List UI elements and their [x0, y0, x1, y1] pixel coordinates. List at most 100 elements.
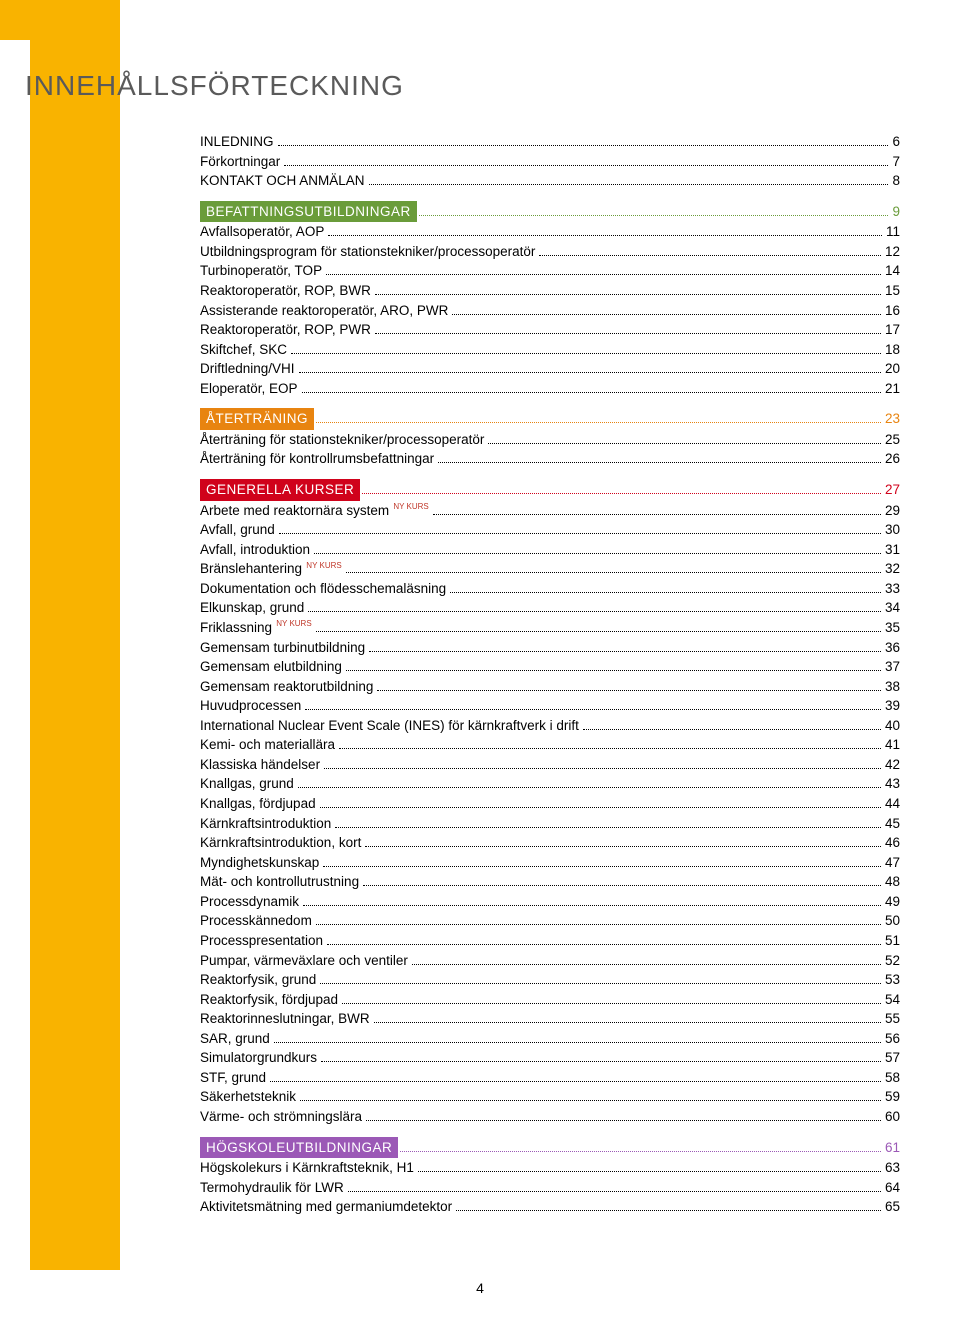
toc-page: 29	[885, 501, 900, 521]
leader-dots	[316, 631, 881, 632]
toc-label: Avfallsoperatör, AOP	[200, 222, 324, 242]
leader-dots	[302, 392, 881, 393]
toc-label: Reaktorfysik, fördjupad	[200, 990, 338, 1010]
toc-entry: Myndighetskunskap 47	[200, 853, 900, 873]
toc-label: Termohydraulik för LWR	[200, 1178, 344, 1198]
toc-entry: Friklassning NY KURS 35	[200, 618, 900, 638]
leader-dots	[308, 611, 881, 612]
toc-entry: Gemensam turbinutbildning 36	[200, 638, 900, 658]
leader-dots	[419, 215, 889, 216]
leader-dots	[365, 846, 881, 847]
toc-page: 37	[885, 657, 900, 677]
toc-label: Simulatorgrundkurs	[200, 1048, 317, 1068]
toc-entry: Avfall, grund 30	[200, 520, 900, 540]
toc-section-head: GENERELLA KURSER 27	[200, 479, 900, 501]
ny-kurs-badge: NY KURS	[391, 502, 429, 511]
leader-dots	[300, 1100, 881, 1101]
toc-page: 65	[885, 1197, 900, 1217]
toc-page: 58	[885, 1068, 900, 1088]
leader-dots	[320, 983, 881, 984]
toc-page: 61	[885, 1138, 900, 1158]
toc-label: Arbete med reaktornära system NY KURS	[200, 501, 429, 521]
toc-label: Gemensam elutbildning	[200, 657, 342, 677]
leader-dots	[539, 255, 881, 256]
leader-dots	[320, 807, 881, 808]
toc-label: Processdynamik	[200, 892, 299, 912]
leader-dots	[303, 905, 881, 906]
leader-dots	[270, 1081, 881, 1082]
toc-label: KONTAKT OCH ANMÄLAN	[200, 171, 365, 191]
toc-page: 15	[885, 281, 900, 301]
toc-entry: Dokumentation och flödesschemaläsning 33	[200, 579, 900, 599]
toc-label: Reaktoroperatör, ROP, PWR	[200, 320, 371, 340]
toc-page: 25	[885, 430, 900, 450]
toc-page: 26	[885, 449, 900, 469]
toc-label: Elkunskap, grund	[200, 598, 304, 618]
leader-dots	[342, 1003, 881, 1004]
section-label: ÅTERTRÄNING	[200, 408, 314, 430]
toc-entry: Turbinoperatör, TOP 14	[200, 261, 900, 281]
toc-page: 56	[885, 1029, 900, 1049]
toc-label: Avfall, introduktion	[200, 540, 310, 560]
toc-section-head: HÖGSKOLEUTBILDNINGAR 61	[200, 1137, 900, 1159]
toc-entry: Kärnkraftsintroduktion 45	[200, 814, 900, 834]
toc-entry: Processdynamik 49	[200, 892, 900, 912]
toc-entry: Kärnkraftsintroduktion, kort 46	[200, 833, 900, 853]
toc-page: 64	[885, 1178, 900, 1198]
leader-dots	[377, 690, 881, 691]
toc-page: 49	[885, 892, 900, 912]
toc-label: Pumpar, värmeväxlare och ventiler	[200, 951, 408, 971]
leader-dots	[362, 493, 881, 494]
toc-entry: Knallgas, fördjupad 44	[200, 794, 900, 814]
leader-dots	[412, 964, 881, 965]
toc-label: SAR, grund	[200, 1029, 270, 1049]
section-label: GENERELLA KURSER	[200, 479, 360, 501]
leader-dots	[438, 462, 881, 463]
toc-entry: Avfallsoperatör, AOP 11	[200, 222, 900, 242]
leader-dots	[291, 353, 881, 354]
leader-dots	[305, 709, 881, 710]
leader-dots	[339, 748, 881, 749]
toc-entry: Arbete med reaktornära system NY KURS 29	[200, 501, 900, 521]
leader-dots	[274, 1042, 881, 1043]
leader-dots	[321, 1061, 881, 1062]
leader-dots	[450, 592, 881, 593]
leader-dots	[335, 827, 881, 828]
toc-entry: Driftledning/VHI 20	[200, 359, 900, 379]
toc-entry: Reaktoroperatör, ROP, PWR 17	[200, 320, 900, 340]
toc-page: 8	[892, 171, 900, 191]
leader-dots	[366, 1120, 881, 1121]
toc-entry: Assisterande reaktoroperatör, ARO, PWR 1…	[200, 301, 900, 321]
leader-dots	[298, 787, 881, 788]
toc-page: 40	[885, 716, 900, 736]
toc-page: 57	[885, 1048, 900, 1068]
leader-dots	[284, 165, 888, 166]
toc-label: Turbinoperatör, TOP	[200, 261, 322, 281]
ny-kurs-badge: NY KURS	[274, 619, 312, 628]
page-number: 4	[0, 1280, 960, 1296]
toc-page: 42	[885, 755, 900, 775]
leader-dots	[452, 314, 881, 315]
toc-label: Knallgas, fördjupad	[200, 794, 316, 814]
toc-label: Klassiska händelser	[200, 755, 320, 775]
toc-label: Bränslehantering NY KURS	[200, 559, 342, 579]
toc-page: 23	[885, 409, 900, 429]
content-area: INNEHÅLLSFÖRTECKNING INLEDNING 6Förkortn…	[30, 70, 900, 1217]
toc-label: Kärnkraftsintroduktion	[200, 814, 331, 834]
leader-dots	[346, 670, 881, 671]
toc-page: 52	[885, 951, 900, 971]
page-title: INNEHÅLLSFÖRTECKNING	[25, 70, 900, 102]
toc-label: Skiftchef, SKC	[200, 340, 287, 360]
toc-entry: Processkännedom 50	[200, 911, 900, 931]
toc-entry: Skiftchef, SKC 18	[200, 340, 900, 360]
toc-page: 16	[885, 301, 900, 321]
toc-entry: Gemensam reaktorutbildning 38	[200, 677, 900, 697]
toc-label: Friklassning NY KURS	[200, 618, 312, 638]
section-label: BEFATTNINGSUTBILDNINGAR	[200, 201, 417, 223]
toc-entry: Klassiska händelser 42	[200, 755, 900, 775]
toc-label: Högskolekurs i Kärnkraftsteknik, H1	[200, 1158, 414, 1178]
toc-label: Värme- och strömningslära	[200, 1107, 362, 1127]
leader-dots	[316, 422, 881, 423]
leader-dots	[279, 533, 881, 534]
toc-entry: STF, grund 58	[200, 1068, 900, 1088]
